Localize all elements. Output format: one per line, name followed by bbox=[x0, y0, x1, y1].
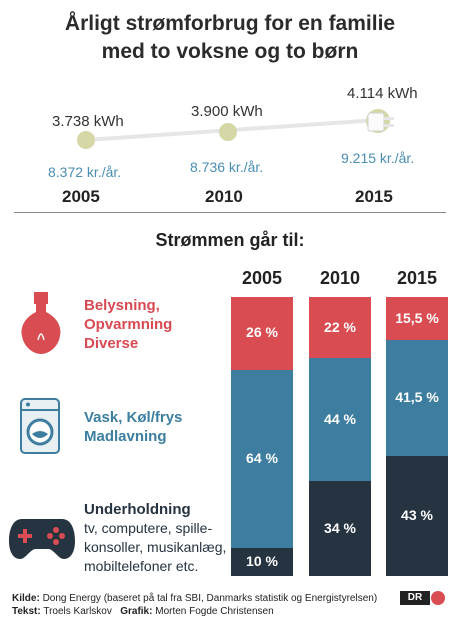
bar-segment-2005-0: 10 % bbox=[231, 548, 293, 576]
price-2015: 9.215 kr./år. bbox=[341, 150, 415, 166]
bar-value-label: 22 % bbox=[324, 318, 356, 335]
bar-segment-2015-2: 15,5 % bbox=[386, 297, 448, 341]
bar-year-2015: 2015 bbox=[396, 268, 438, 288]
footer-credits: Tekst: Troels Karlskov Grafik: Morten Fo… bbox=[12, 606, 274, 617]
bar-segment-2010-2: 22 % bbox=[309, 297, 371, 359]
bar-segment-2010-0: 34 % bbox=[309, 481, 371, 576]
consumption-timeline bbox=[77, 109, 394, 149]
timeline-year-2005: 2005 bbox=[62, 187, 100, 206]
light-bulb-icon bbox=[21, 292, 61, 354]
kwh-2010: 3.900 kWh bbox=[191, 103, 263, 120]
timeline-dot-2010 bbox=[219, 123, 237, 141]
timeline-year-2015: 2015 bbox=[355, 187, 393, 206]
price-2010: 8.736 kr./år. bbox=[190, 159, 264, 175]
bar-segment-2015-0: 43 % bbox=[386, 456, 448, 576]
bar-segment-2005-2: 26 % bbox=[231, 297, 293, 370]
bar-segment-2005-1: 64 % bbox=[231, 369, 293, 549]
category-entertainment-label: Underholdning tv, computere, spille- kon… bbox=[84, 501, 227, 574]
bar-value-label: 26 % bbox=[246, 324, 278, 341]
bar-segment-2010-1: 44 % bbox=[309, 358, 371, 482]
bar-value-label: 34 % bbox=[324, 519, 356, 536]
kwh-2005: 3.738 kWh bbox=[52, 113, 124, 130]
timeline-year-2010: 2010 bbox=[205, 187, 243, 206]
bar-year-2010: 2010 bbox=[319, 268, 361, 288]
dr-logo: DR bbox=[400, 591, 446, 605]
section-divider bbox=[14, 212, 446, 213]
category-lighting-label: Belysning, Opvarmning Diverse bbox=[84, 297, 173, 352]
washing-machine-icon bbox=[20, 398, 60, 454]
dr-logo-mark bbox=[431, 591, 445, 605]
bar-value-label: 10 % bbox=[246, 553, 278, 570]
bar-value-label: 64 % bbox=[246, 449, 278, 466]
price-2005: 8.372 kr./år. bbox=[48, 164, 122, 180]
plug-icon bbox=[367, 112, 394, 132]
bar-segment-2015-1: 41,5 % bbox=[386, 340, 448, 457]
bar-year-2005: 2005 bbox=[241, 268, 283, 288]
bar-value-label: 44 % bbox=[324, 410, 356, 427]
title-line-1: Årligt strømforbrug for en familie bbox=[64, 12, 396, 35]
kwh-2015: 4.114 kWh bbox=[347, 85, 418, 102]
bar-value-label: 43 % bbox=[401, 507, 433, 523]
footer-source: Kilde: Dong Energy (baseret på tal fra S… bbox=[12, 593, 378, 604]
category-appliances-label: Vask, Køl/frys Madlavning bbox=[84, 409, 183, 445]
game-controller-icon bbox=[9, 519, 75, 559]
title-line-2: med to voksne og to børn bbox=[101, 40, 359, 63]
section-subtitle: Strømmen går til: bbox=[155, 230, 305, 250]
bar-value-label: 15,5 % bbox=[395, 309, 439, 326]
bar-value-label: 41,5 % bbox=[395, 389, 439, 406]
timeline-dot-2005 bbox=[77, 131, 95, 149]
